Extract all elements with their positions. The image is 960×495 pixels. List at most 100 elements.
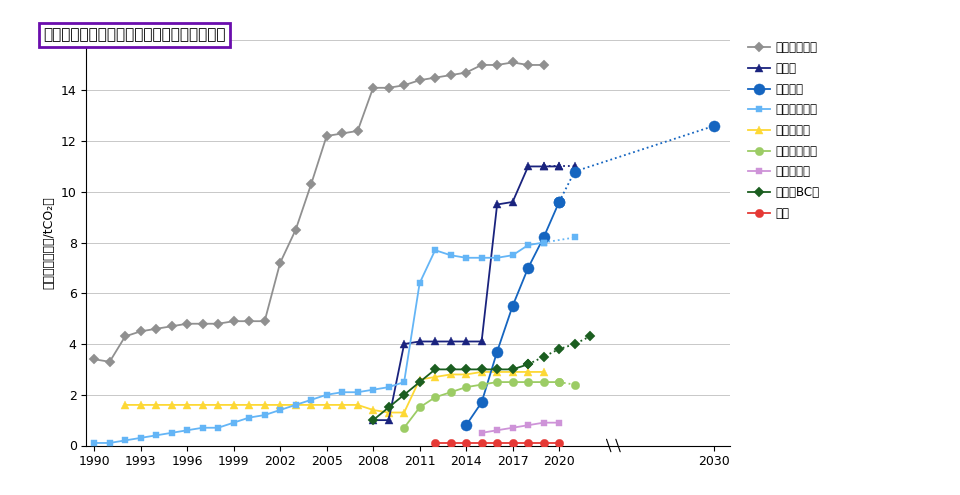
- スウェーデン: [461, 70, 472, 76]
- デンマーク: [166, 402, 178, 408]
- Y-axis label: 炭素税率（千円/tCO₂）: 炭素税率（千円/tCO₂）: [42, 196, 56, 289]
- スウェーデン: [398, 82, 410, 88]
- フィンランド: [414, 280, 425, 286]
- スウェーデン: [336, 131, 348, 137]
- デンマーク: [275, 402, 286, 408]
- アイルランド: [461, 384, 472, 390]
- カナダBC州: [398, 392, 410, 398]
- アイルランド: [414, 404, 425, 410]
- デンマーク: [181, 402, 193, 408]
- Line: ポルトガル: ポルトガル: [478, 419, 563, 436]
- デンマーク: [461, 371, 472, 378]
- カナダBC州: [476, 366, 488, 372]
- カナダBC州: [414, 379, 425, 385]
- フィンランド: [151, 433, 162, 439]
- スイス: [398, 341, 410, 347]
- デンマーク: [398, 409, 410, 415]
- フィンランド: [259, 412, 271, 418]
- デンマーク: [228, 402, 239, 408]
- フランス: [553, 199, 564, 205]
- スウェーデン: [321, 133, 332, 139]
- フィンランド: [104, 440, 115, 446]
- スイス: [507, 199, 518, 205]
- Line: アイルランド: アイルランド: [400, 378, 564, 432]
- アイルランド: [522, 379, 534, 385]
- スウェーデン: [383, 85, 395, 91]
- デンマーク: [212, 402, 224, 408]
- カナダBC州: [522, 361, 534, 367]
- Line: デンマーク: デンマーク: [121, 368, 548, 417]
- スイス: [383, 417, 395, 423]
- ポルトガル: [476, 430, 488, 436]
- 日本: [553, 440, 564, 446]
- デンマーク: [414, 377, 425, 383]
- カナダBC州: [368, 417, 379, 423]
- アイルランド: [492, 379, 503, 385]
- フィンランド: [522, 242, 534, 248]
- スウェーデン: [429, 75, 441, 81]
- フィンランド: [275, 407, 286, 413]
- スウェーデン: [352, 128, 364, 134]
- スイス: [476, 339, 488, 345]
- ポルトガル: [553, 420, 564, 426]
- アイルランド: [476, 382, 488, 388]
- デンマーク: [492, 369, 503, 375]
- スウェーデン: [212, 321, 224, 327]
- スウェーデン: [119, 334, 131, 340]
- スウェーデン: [414, 77, 425, 83]
- スウェーデン: [476, 62, 488, 68]
- スウェーデン: [104, 359, 115, 365]
- デンマーク: [290, 402, 301, 408]
- フィンランド: [135, 435, 147, 441]
- スウェーデン: [166, 323, 178, 329]
- フィンランド: [352, 389, 364, 395]
- フランス: [461, 422, 472, 428]
- Line: フィンランド: フィンランド: [90, 239, 547, 446]
- フィンランド: [166, 430, 178, 436]
- スウェーデン: [538, 62, 549, 68]
- デンマーク: [135, 402, 147, 408]
- Line: フランス: フランス: [461, 197, 564, 431]
- スウェーデン: [444, 72, 456, 78]
- デンマーク: [151, 402, 162, 408]
- フィンランド: [336, 389, 348, 395]
- フィンランド: [88, 440, 100, 446]
- フィンランド: [492, 255, 503, 261]
- スウェーデン: [259, 318, 271, 324]
- アイルランド: [507, 379, 518, 385]
- フランス: [492, 348, 503, 354]
- スウェーデン: [244, 318, 255, 324]
- カナダBC州: [507, 366, 518, 372]
- デンマーク: [119, 402, 131, 408]
- Line: 日本: 日本: [431, 439, 564, 447]
- フランス: [538, 235, 549, 241]
- デンマーク: [444, 371, 456, 378]
- Line: スイス: スイス: [369, 162, 564, 424]
- デンマーク: [538, 369, 549, 375]
- デンマーク: [429, 374, 441, 380]
- Legend: スウェーデン, スイス, フランス, フィンランド, デンマーク, アイルランド, ポルトガル, カナダBC州, 日本: スウェーデン, スイス, フランス, フィンランド, デンマーク, アイルランド…: [749, 42, 820, 220]
- デンマーク: [476, 369, 488, 375]
- フィンランド: [244, 415, 255, 421]
- アイルランド: [553, 379, 564, 385]
- スウェーデン: [305, 181, 317, 187]
- スウェーデン: [151, 326, 162, 332]
- スウェーデン: [181, 321, 193, 327]
- カナダBC州: [429, 366, 441, 372]
- アイルランド: [444, 389, 456, 395]
- デンマーク: [507, 369, 518, 375]
- スウェーデン: [88, 356, 100, 362]
- スイス: [414, 339, 425, 345]
- スイス: [492, 201, 503, 207]
- ポルトガル: [507, 425, 518, 431]
- フィンランド: [290, 402, 301, 408]
- デンマーク: [383, 409, 395, 415]
- ポルトガル: [538, 420, 549, 426]
- カナダBC州: [461, 366, 472, 372]
- スウェーデン: [290, 227, 301, 233]
- 日本: [522, 440, 534, 446]
- デンマーク: [259, 402, 271, 408]
- デンマーク: [305, 402, 317, 408]
- フランス: [507, 303, 518, 309]
- デンマーク: [321, 402, 332, 408]
